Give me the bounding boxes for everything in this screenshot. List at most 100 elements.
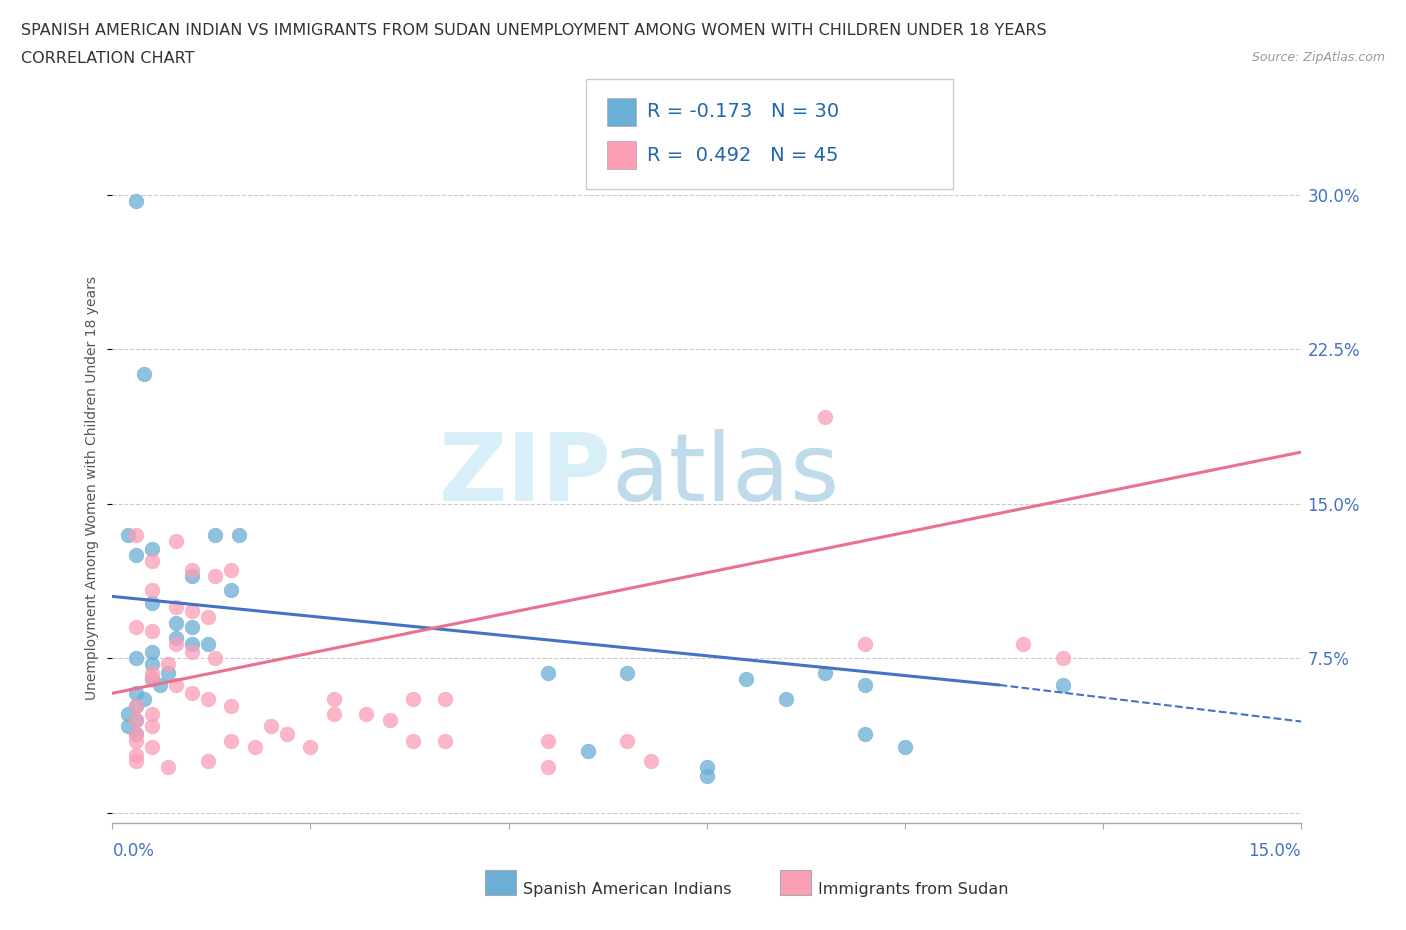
Point [165,616,187,631]
Point [125,754,148,769]
Point [180,644,202,659]
Point [853,678,876,693]
Point [125,651,148,666]
Point [180,620,202,635]
Text: 0.0%: 0.0% [112,842,155,859]
Point [323,707,346,722]
Text: SPANISH AMERICAN INDIAN VS IMMIGRANTS FROM SUDAN UNEMPLOYMENT AMONG WOMEN WITH C: SPANISH AMERICAN INDIAN VS IMMIGRANTS FR… [21,23,1046,38]
Point [141,657,163,671]
Text: 15.0%: 15.0% [1249,842,1301,859]
Point [141,671,163,686]
Point [537,665,560,680]
Point [165,599,187,614]
Point [141,595,163,610]
Point [197,692,219,707]
Point [378,712,401,727]
Point [853,636,876,651]
Point [204,568,226,583]
Point [354,707,377,722]
Point [616,665,638,680]
Point [141,583,163,598]
Text: Source: ZipAtlas.com: Source: ZipAtlas.com [1251,51,1385,64]
Point [125,685,148,700]
Point [156,665,179,680]
Point [260,719,283,734]
Text: R = -0.173   N = 30: R = -0.173 N = 30 [647,102,839,121]
Point [204,651,226,666]
Point [125,712,148,727]
Point [141,739,163,754]
Point [814,410,837,425]
Point [117,707,139,722]
Point [735,671,758,686]
Point [141,671,163,686]
Point [141,719,163,734]
Point [125,698,148,713]
Point [576,743,599,758]
Point [141,541,163,556]
Point [219,583,242,598]
Point [125,527,148,542]
Point [323,692,346,707]
Point [180,563,202,578]
Point [125,748,148,763]
Point [197,636,219,651]
Point [125,733,148,748]
Point [125,727,148,742]
Point [696,768,718,783]
Point [853,727,876,742]
Point [134,692,156,707]
Point [243,739,266,754]
Text: Immigrants from Sudan: Immigrants from Sudan [818,882,1008,897]
Point [117,719,139,734]
Point [134,366,156,381]
Point [402,692,425,707]
Text: atlas: atlas [612,429,839,521]
Point [402,733,425,748]
Point [180,568,202,583]
Text: ZIP: ZIP [439,429,612,521]
Point [125,727,148,742]
Point [141,707,163,722]
Point [125,193,148,208]
Point [1052,678,1074,693]
Point [1052,651,1074,666]
Point [165,533,187,548]
Point [149,678,172,693]
Point [156,657,179,671]
Point [117,527,139,542]
Point [165,631,187,645]
Point [640,754,662,769]
Point [1012,636,1035,651]
Point [696,760,718,775]
Text: Spanish American Indians: Spanish American Indians [523,882,731,897]
Point [156,760,179,775]
Point [141,624,163,639]
Point [893,739,915,754]
Point [165,636,187,651]
Text: CORRELATION CHART: CORRELATION CHART [21,51,194,66]
Point [125,712,148,727]
Point [180,636,202,651]
Point [537,760,560,775]
Point [141,665,163,680]
Point [125,548,148,563]
Point [141,644,163,659]
Text: R =  0.492   N = 45: R = 0.492 N = 45 [647,146,838,165]
Point [775,692,797,707]
Point [180,685,202,700]
Point [814,665,837,680]
Point [299,739,322,754]
Point [616,733,638,748]
Point [125,620,148,635]
Point [204,527,226,542]
Y-axis label: Unemployment Among Women with Children Under 18 years: Unemployment Among Women with Children U… [86,276,100,700]
Point [165,678,187,693]
Point [197,754,219,769]
Point [141,554,163,569]
Point [228,527,250,542]
Point [219,733,242,748]
Point [276,727,298,742]
Point [434,733,457,748]
Point [219,563,242,578]
